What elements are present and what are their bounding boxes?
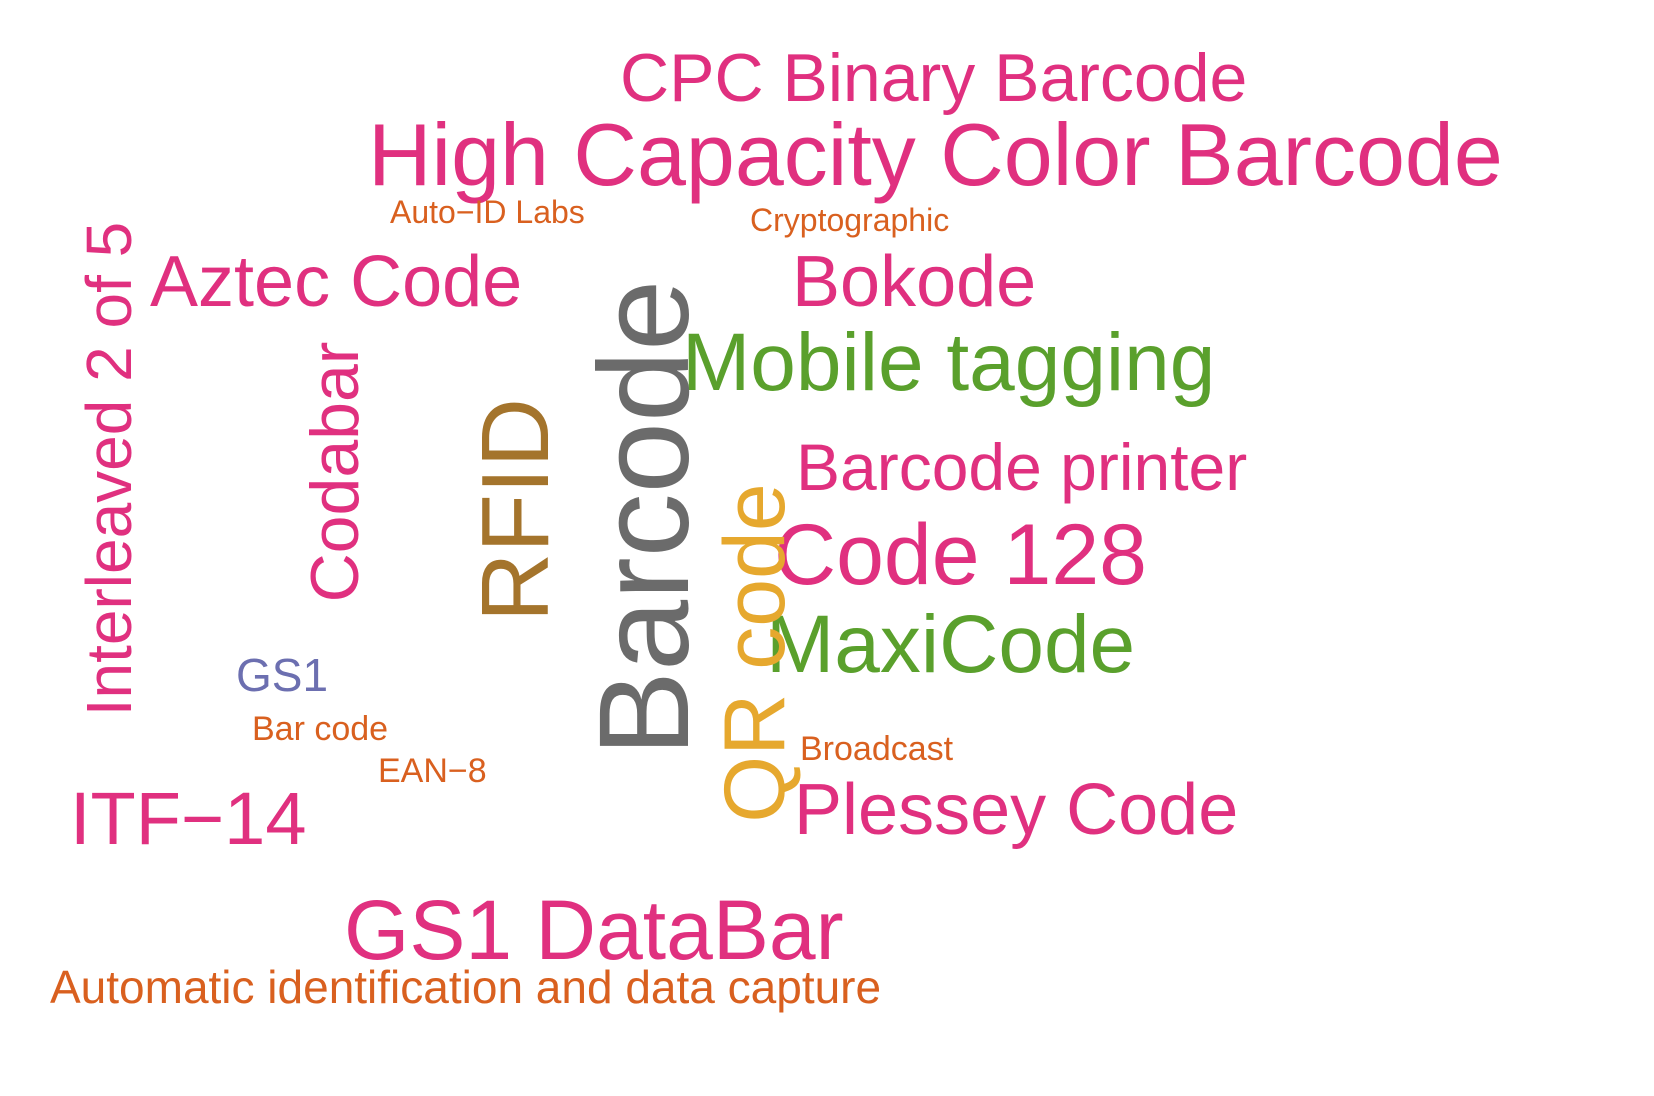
word-auto-id-labs: Auto−ID Labs xyxy=(390,194,585,230)
word-bokode: Bokode xyxy=(792,242,1037,322)
word-code-128: Code 128 xyxy=(774,507,1147,603)
word-ean-8: EAN−8 xyxy=(378,752,487,790)
word-gs1: GS1 xyxy=(236,649,329,701)
word-gs1-databar: GS1 DataBar xyxy=(344,883,844,977)
word-codabar: Codabar xyxy=(297,341,373,603)
word-mobile-tagging: Mobile tagging xyxy=(682,317,1216,408)
word-cpc-binary-barcode: CPC Binary Barcode xyxy=(620,40,1248,116)
word-barcode: Barcode xyxy=(573,279,716,757)
word-cryptographic: Cryptographic xyxy=(750,202,950,238)
word-broadcast: Broadcast xyxy=(800,730,954,768)
word-high-capacity-color-barcode: High Capacity Color Barcode xyxy=(368,105,1503,204)
word-qr-code: QR code xyxy=(707,483,803,823)
word-itf-14: ITF−14 xyxy=(70,777,307,860)
word-plessey-code: Plessey Code xyxy=(794,770,1239,850)
word-automatic-identification: Automatic identification and data captur… xyxy=(50,961,882,1013)
word-aztec-code: Aztec Code xyxy=(150,242,523,322)
word-bar-code: Bar code xyxy=(252,710,389,748)
word-barcode-printer: Barcode printer xyxy=(796,430,1248,504)
word-rfid: RFID xyxy=(462,398,569,622)
word-interleaved-2-of-5: Interleaved 2 of 5 xyxy=(73,221,145,717)
word-maxicode: MaxiCode xyxy=(766,599,1136,690)
